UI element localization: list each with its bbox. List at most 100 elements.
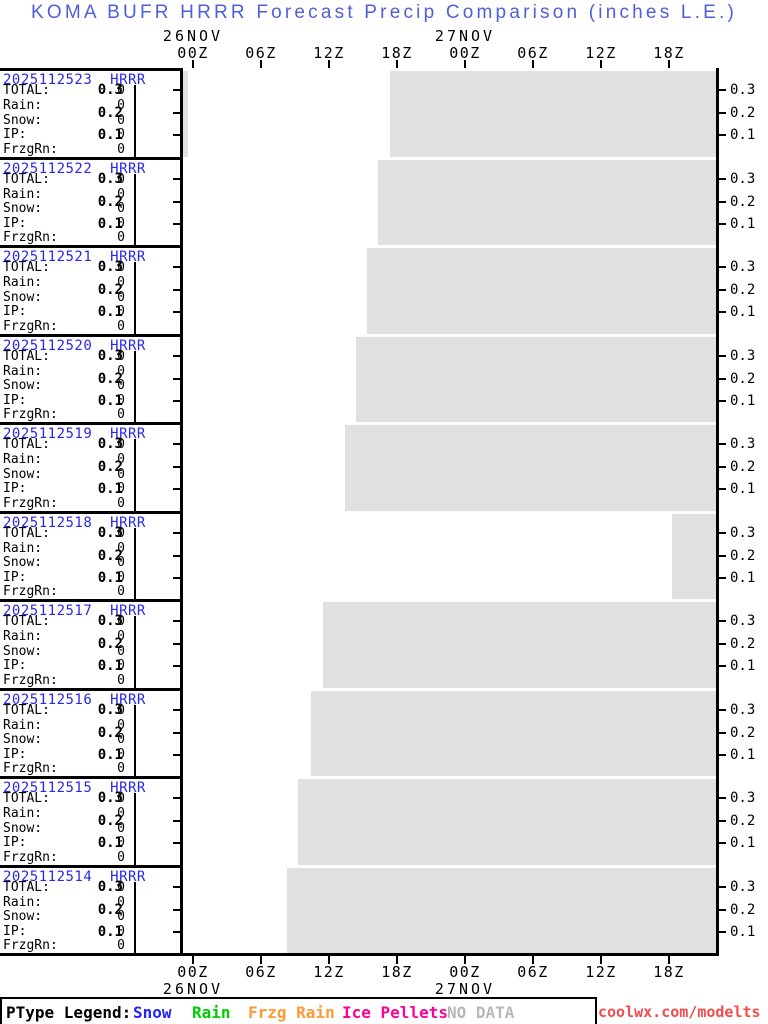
stat-value: 0 xyxy=(117,407,125,422)
stat-label: TOTAL: xyxy=(3,349,50,364)
stat-value: 0 xyxy=(117,437,125,452)
y-tick-left xyxy=(173,310,180,313)
y-tick-left xyxy=(173,487,180,490)
no-data-region xyxy=(378,160,716,245)
legend-title: PType Legend: xyxy=(6,1003,132,1022)
stats-divider-line xyxy=(134,351,136,422)
run-label: 2025112520 HRRR xyxy=(3,338,146,354)
stat-value: 0 xyxy=(117,496,125,511)
stat-row-rain: Rain: 0 xyxy=(3,276,125,289)
stats-block: TOTAL: 0 Rain: 0 Snow: 0 IP: 0 FrzgRn: 0 xyxy=(3,792,125,864)
run-label: 2025112516 HRRR xyxy=(3,692,146,708)
stat-value: 0 xyxy=(117,673,125,688)
stat-value: 0 xyxy=(117,215,125,231)
stat-label: Rain: xyxy=(3,451,43,467)
forecast-panel-2025112520: 2025112520 HRRR TOTAL: 0 Rain: 0 Snow: 0 IP: 0 Fr… xyxy=(0,334,755,422)
y-tick-left xyxy=(173,288,180,291)
stat-row-snow: Snow: 0 xyxy=(3,379,125,392)
stat-label: FrzgRn: xyxy=(3,850,58,865)
stat-value: 0 xyxy=(117,274,125,290)
y-tick-label-right: 0.3 xyxy=(730,790,756,806)
stat-value: 0 xyxy=(117,172,125,187)
plot-area xyxy=(180,68,719,157)
stat-value: 0 xyxy=(117,97,125,113)
y-tick-left xyxy=(173,642,180,645)
stat-label: Rain: xyxy=(3,97,43,113)
legend-item-snow: Snow xyxy=(133,1003,172,1022)
y-tick-left xyxy=(173,886,180,888)
stats-divider-line xyxy=(134,262,136,334)
y-tick-label-right: 0.1 xyxy=(730,303,756,320)
stat-row-snow: Snow: 0 xyxy=(3,910,125,923)
bottom-axis-tick xyxy=(328,956,330,964)
stat-row-total: TOTAL: 0 xyxy=(3,438,125,451)
y-tick-right xyxy=(719,266,726,268)
stat-row-total: TOTAL: 0 xyxy=(3,84,125,97)
y-tick-label-left: 0.2 xyxy=(97,193,123,210)
y-tick-right xyxy=(719,930,726,933)
stat-value: 0 xyxy=(117,820,125,836)
stat-row-ip: IP: 0 xyxy=(3,128,125,141)
forecast-panel-2025112522: 2025112522 HRRR TOTAL: 0 Rain: 0 Snow: 0 IP: 0 Fr… xyxy=(0,157,755,245)
y-tick-right xyxy=(719,753,726,756)
stat-value: 0 xyxy=(117,880,125,895)
y-tick-label-left: 0.2 xyxy=(97,547,123,564)
plot-area xyxy=(180,245,719,334)
stat-label: Snow: xyxy=(3,201,43,216)
y-tick-right xyxy=(719,111,726,114)
stats-block: TOTAL: 0 Rain: 0 Snow: 0 IP: 0 FrzgRn: 0 xyxy=(3,350,125,421)
stat-value: 0 xyxy=(117,363,125,379)
stat-row-snow: Snow: 0 xyxy=(3,202,125,215)
y-tick-left xyxy=(173,133,180,136)
stat-value: 0 xyxy=(117,127,125,143)
y-tick-left xyxy=(173,377,180,380)
y-tick-label-left: 0.1 xyxy=(97,215,123,232)
stat-value: 0 xyxy=(117,186,125,202)
bottom-axis-date-label: 26NOV xyxy=(162,980,224,998)
stat-value: 0 xyxy=(117,614,125,629)
site-link[interactable]: coolwx.com/modelts xyxy=(598,1003,761,1021)
bottom-axis-tick-label: 18Z xyxy=(653,963,685,981)
stat-value: 0 xyxy=(117,319,125,334)
stat-label: TOTAL: xyxy=(3,791,50,806)
y-tick-label-right: 0.2 xyxy=(730,812,756,829)
stats-block: TOTAL: 0 Rain: 0 Snow: 0 IP: 0 FrzgRn: 0 xyxy=(3,261,125,333)
stats-divider-line xyxy=(134,85,136,157)
stats-divider-line xyxy=(134,439,136,511)
no-data-region xyxy=(356,337,716,422)
y-tick-right xyxy=(719,377,726,380)
stat-row-frzgrn: FrzgRn: 0 xyxy=(3,851,125,864)
stat-label: TOTAL: xyxy=(3,172,50,187)
bottom-axis-tick xyxy=(192,956,194,964)
stat-row-total: TOTAL: 0 xyxy=(3,261,125,274)
y-tick-label-right: 0.3 xyxy=(730,702,756,718)
plot-area xyxy=(180,157,719,245)
forecast-panel-2025112514: 2025112514 HRRR TOTAL: 0 Rain: 0 Snow: 0 IP: 0 Fr… xyxy=(0,865,755,953)
top-axis-tick-label: 06Z xyxy=(245,44,277,62)
bottom-axis-tick-label: 00Z xyxy=(449,963,481,981)
y-tick-label-left: 0.3 xyxy=(97,613,123,629)
stat-row-ip: IP: 0 xyxy=(3,836,125,849)
y-tick-right xyxy=(719,443,726,445)
y-tick-label-left: 0.1 xyxy=(97,480,123,497)
stats-block: TOTAL: 0 Rain: 0 Snow: 0 IP: 0 FrzgRn: 0 xyxy=(3,615,125,687)
y-tick-label-left: 0.3 xyxy=(97,702,123,718)
stat-label: Rain: xyxy=(3,363,43,379)
stat-label: Snow: xyxy=(3,909,43,924)
stat-value: 0 xyxy=(117,555,125,570)
stat-value: 0 xyxy=(117,540,125,556)
y-tick-left xyxy=(173,111,180,114)
stat-row-ip: IP: 0 xyxy=(3,659,125,672)
stat-row-frzgrn: FrzgRn: 0 xyxy=(3,408,125,421)
ptype-legend-box xyxy=(0,997,597,1024)
y-tick-left xyxy=(173,554,180,557)
y-tick-left xyxy=(173,753,180,756)
stat-label: FrzgRn: xyxy=(3,496,58,511)
stat-label: FrzgRn: xyxy=(3,407,58,422)
y-tick-right xyxy=(719,642,726,645)
y-tick-right xyxy=(719,664,726,667)
run-label: 2025112518 HRRR xyxy=(3,515,146,531)
stat-row-total: TOTAL: 0 xyxy=(3,173,125,186)
y-tick-label-right: 0.2 xyxy=(730,193,756,210)
y-tick-left xyxy=(173,930,180,933)
